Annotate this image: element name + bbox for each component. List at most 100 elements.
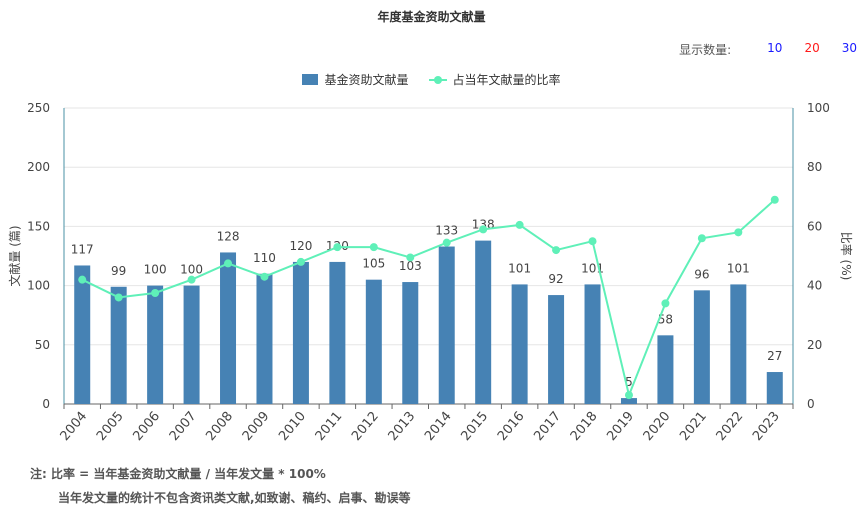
legend-bar-swatch — [302, 74, 319, 85]
y2-tick-label: 100 — [807, 101, 830, 115]
legend-line-swatch — [428, 74, 447, 85]
y2-tick-label: 0 — [807, 397, 815, 411]
display-count-option-10[interactable]: 10 — [767, 41, 783, 55]
ratio-point — [114, 293, 123, 302]
y2-tick-label: 40 — [807, 279, 822, 293]
note-formula: 注: 比率 = 当年基金资助文献量 / 当年发文量 * 100% — [30, 467, 326, 481]
y-tick-label: 50 — [35, 338, 50, 352]
ratio-point — [151, 289, 160, 297]
legend-item-line[interactable]: 占当年文献量的比率 — [428, 71, 561, 88]
x-tick-label: 2012 — [349, 409, 382, 444]
x-tick-label: 2008 — [203, 409, 236, 444]
ratio-point — [697, 234, 706, 243]
bar — [620, 398, 637, 404]
legend-item-bar[interactable]: 基金资助文献量 — [302, 71, 409, 88]
ratio-point — [588, 237, 597, 246]
bar-value-label: 96 — [694, 267, 709, 281]
x-tick-label: 2016 — [495, 409, 528, 444]
bar — [511, 284, 528, 404]
ratio-point — [515, 220, 524, 229]
y2-axis-title: 比率 (%) — [839, 232, 854, 281]
bar — [365, 279, 382, 404]
bar — [329, 261, 346, 404]
bar — [74, 265, 91, 404]
x-tick-label: 2010 — [276, 409, 309, 444]
y-tick-label: 150 — [27, 219, 50, 233]
x-tick-label: 2022 — [714, 409, 747, 444]
note-exclusion: 当年发文量的统计不包含资讯类文献,如致谢、稿约、启事、勘误等 — [58, 491, 411, 505]
display-count-label: 显示数量: — [679, 43, 732, 57]
bar-value-label: 100 — [144, 263, 167, 277]
bar-value-label: 101 — [727, 261, 750, 275]
y-tick-label: 0 — [42, 397, 50, 411]
ratio-point — [406, 253, 415, 262]
y-tick-label: 250 — [27, 101, 50, 115]
bar-value-label: 105 — [362, 257, 385, 271]
display-count-option-30[interactable]: 30 — [841, 41, 857, 55]
bar — [110, 286, 127, 404]
bar — [292, 261, 309, 404]
x-tick-label: 2004 — [58, 409, 91, 444]
ratio-point — [333, 243, 342, 252]
bar-value-label: 100 — [180, 263, 203, 277]
x-tick-label: 2019 — [604, 409, 637, 444]
bar-value-label: 99 — [111, 264, 126, 278]
ratio-point — [369, 243, 378, 252]
x-tick-label: 2015 — [458, 409, 491, 444]
x-tick-label: 2006 — [130, 409, 163, 444]
display-count-selector: 显示数量: 10 20 30 — [679, 41, 857, 58]
bar — [183, 285, 200, 404]
bar-value-label: 103 — [399, 259, 422, 273]
bar — [693, 290, 710, 404]
bar — [657, 335, 674, 404]
ratio-point — [224, 259, 233, 268]
ratio-point — [734, 228, 743, 237]
x-tick-label: 2009 — [240, 409, 273, 444]
ratio-point — [661, 299, 670, 308]
ratio-line — [81, 199, 776, 399]
ratio-point — [78, 275, 87, 284]
y-tick-label: 200 — [27, 160, 50, 174]
x-tick-label: 2020 — [641, 409, 674, 444]
x-tick-label: 2005 — [94, 409, 127, 444]
ratio-point — [296, 257, 305, 266]
y2-tick-label: 80 — [807, 160, 822, 174]
ratio-point — [260, 272, 269, 281]
legend-line-label: 占当年文献量的比率 — [452, 73, 561, 87]
bar — [220, 252, 237, 404]
bar-value-label: 27 — [767, 349, 782, 363]
bar-value-label: 58 — [658, 312, 673, 326]
ratio-point — [479, 225, 488, 234]
x-tick-label: 2011 — [313, 409, 346, 444]
display-count-option-20[interactable]: 20 — [804, 41, 820, 55]
ratio-point — [624, 391, 633, 400]
x-tick-label: 2018 — [568, 409, 601, 444]
bar-value-label: 133 — [435, 224, 458, 238]
bar-value-label: 101 — [508, 261, 531, 275]
y-tick-label: 100 — [27, 279, 50, 293]
chart-title: 年度基金资助文献量 — [377, 10, 486, 24]
ratio-point — [770, 195, 779, 204]
legend-bar-label: 基金资助文献量 — [324, 73, 409, 87]
y2-tick-label: 60 — [807, 219, 822, 233]
bar — [584, 284, 601, 404]
bar-value-label: 110 — [253, 251, 276, 265]
ratio-point — [552, 246, 561, 255]
ratio-point — [442, 238, 451, 247]
bar — [147, 285, 164, 404]
bar — [402, 282, 419, 404]
bar — [548, 295, 565, 404]
x-tick-label: 2021 — [677, 409, 710, 444]
x-tick-label: 2017 — [531, 409, 564, 444]
x-tick-label: 2007 — [167, 409, 200, 444]
bar — [475, 240, 492, 404]
bar — [730, 284, 747, 404]
y-axis-title: 文献量 (篇) — [7, 225, 22, 286]
bar-value-label: 5 — [625, 375, 633, 389]
x-tick-label: 2014 — [422, 409, 455, 444]
bar-value-label: 128 — [217, 229, 240, 243]
bar — [766, 372, 783, 404]
bar — [438, 246, 455, 404]
bar-value-label: 92 — [548, 272, 563, 286]
